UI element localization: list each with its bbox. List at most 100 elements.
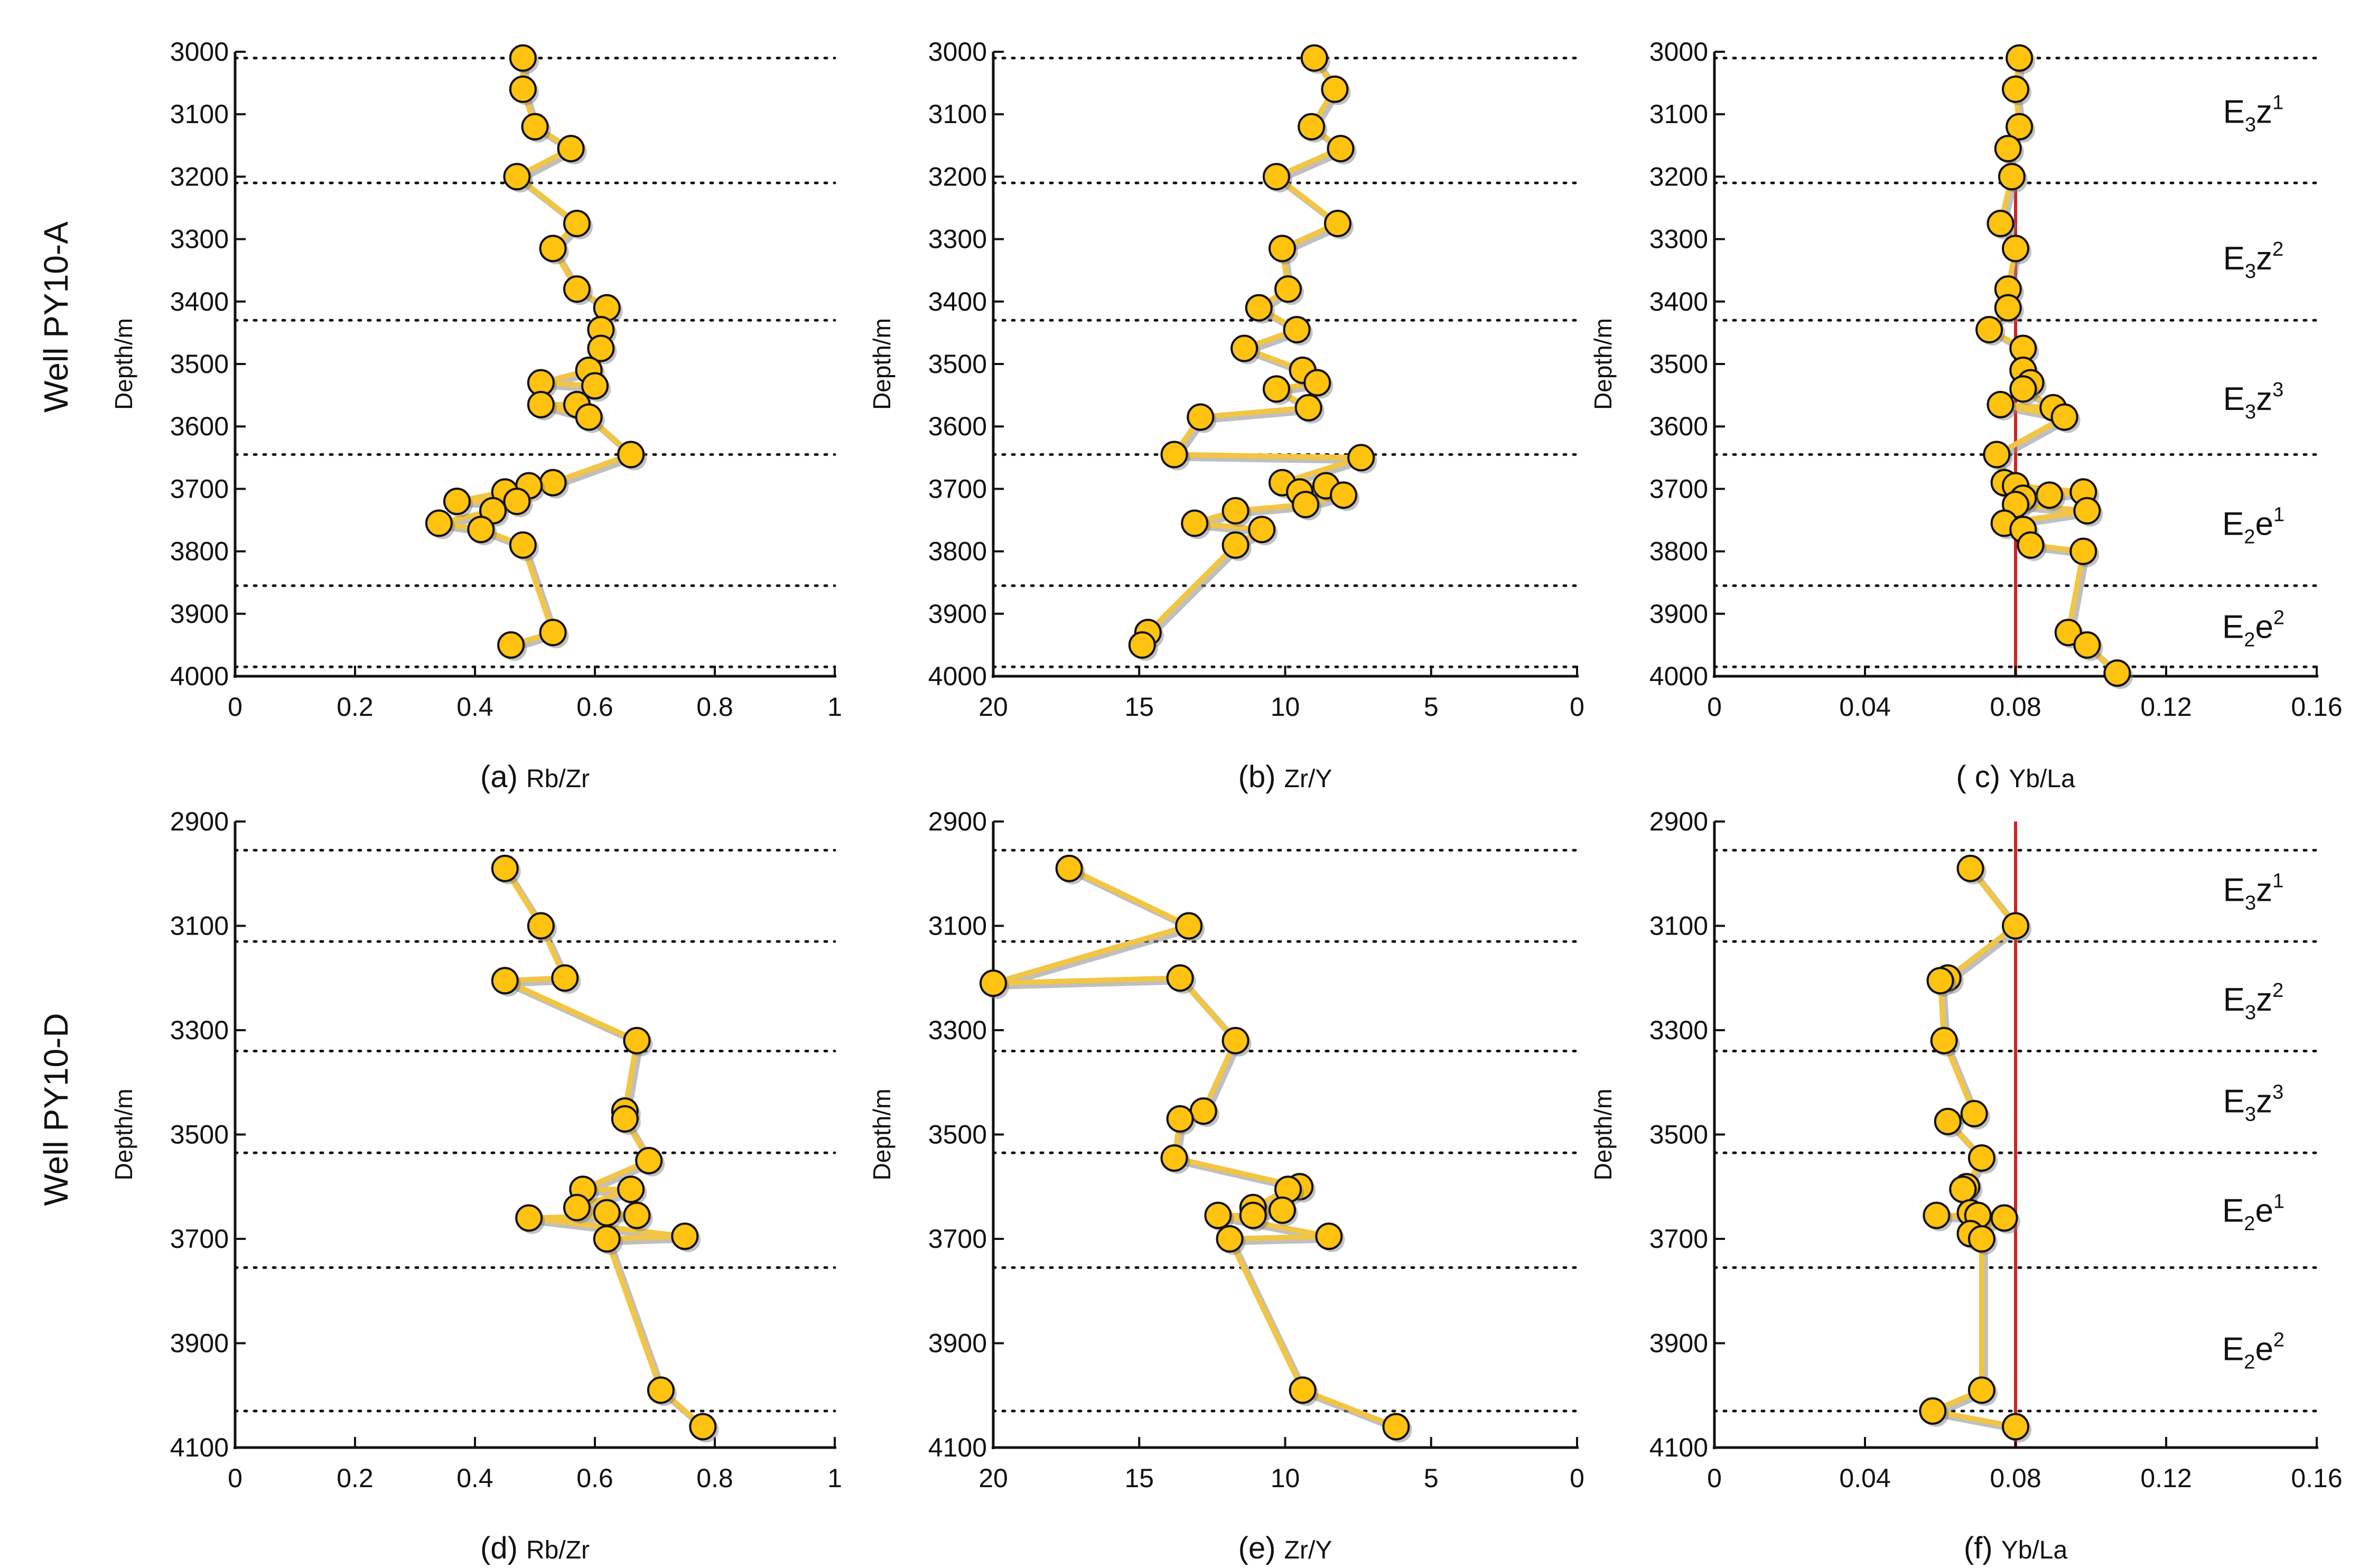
- y-tick-label-f-4100: 4100: [1649, 1433, 1708, 1462]
- y-tick-label-c-4000: 4000: [1649, 661, 1708, 691]
- y-tick-label-b-3400: 3400: [928, 287, 987, 316]
- zone-label-f-E3z3: E3z3: [2223, 1081, 2284, 1125]
- point-d-12: [623, 1201, 651, 1229]
- x-tick-label-b-3: 5: [1424, 692, 1439, 722]
- point-c-6: [2002, 235, 2029, 263]
- point-c-3: [1994, 135, 2022, 163]
- caption-letter-e: (e): [1238, 1531, 1284, 1565]
- zone-label-part-c-E3z3-3: 3: [2272, 379, 2283, 401]
- x-tick-label-e-1: 15: [1124, 1463, 1154, 1493]
- y-tick-label-a-3000: 3000: [170, 37, 229, 67]
- point-f-1: [2002, 912, 2029, 940]
- zone-label-part-c-E3z3-2: z: [2256, 381, 2272, 417]
- y-tick-label-a-3100: 3100: [170, 99, 229, 129]
- point-c-27: [2017, 531, 2045, 559]
- point-a-5: [563, 210, 591, 238]
- zone-label-c-E3z1: E3z1: [2223, 91, 2284, 136]
- point-c-21: [2036, 481, 2064, 509]
- point-b-25: [1248, 516, 1276, 544]
- point-c-28: [2069, 537, 2097, 565]
- point-c-15: [1987, 390, 2015, 418]
- x-tick-label-d-1: 0.2: [337, 1463, 374, 1493]
- x-tick-label-d-0: 0: [228, 1463, 243, 1493]
- zone-label-part-f-E3z3-0: E: [2223, 1083, 2245, 1119]
- zone-label-f-E2e1: E2e1: [2222, 1191, 2284, 1235]
- y-tick-label-d-3300: 3300: [170, 1015, 229, 1045]
- x-tick-label-f-1: 0.04: [1839, 1463, 1890, 1493]
- caption-letter-c: ( c): [1956, 760, 2009, 794]
- x-tick-label-c-1: 0.04: [1839, 692, 1890, 722]
- point-a-28: [497, 631, 525, 659]
- y-tick-label-a-3300: 3300: [170, 225, 229, 254]
- x-tick-label-f-0: 0: [1707, 1463, 1722, 1493]
- caption-d: (d) Rb/Zr: [480, 1531, 590, 1565]
- point-b-21: [1330, 481, 1357, 509]
- zone-label-f-E3z1: E3z1: [2223, 870, 2284, 914]
- zone-label-part-f-E3z1-2: z: [2256, 872, 2272, 908]
- y-tick-label-e-3700: 3700: [928, 1224, 987, 1254]
- zone-label-part-f-E3z2-2: z: [2256, 982, 2272, 1018]
- y-tick-label-a-3500: 3500: [170, 349, 229, 379]
- zone-label-part-f-E3z3-2: z: [2256, 1083, 2272, 1119]
- caption-f: (f) Yb/La: [1964, 1531, 2068, 1565]
- point-a-27: [539, 619, 567, 647]
- point-a-24: [425, 509, 453, 537]
- y-tick-label-a-3600: 3600: [170, 412, 229, 441]
- point-b-16: [1160, 441, 1188, 469]
- point-c-2: [2006, 113, 2034, 141]
- point-a-1: [509, 75, 537, 103]
- point-c-16: [2050, 403, 2078, 431]
- caption-ratio-c: Yb/La: [2009, 765, 2075, 793]
- zone-label-c-E3z3: E3z3: [2223, 379, 2284, 423]
- point-b-22: [1292, 490, 1320, 518]
- well-label-row-1: Well PY10-A: [37, 221, 75, 413]
- point-a-21: [443, 488, 471, 516]
- zone-label-f-E3z2: E3z2: [2223, 979, 2284, 1024]
- caption-letter-b: (b): [1238, 760, 1284, 794]
- point-c-13: [2009, 375, 2037, 403]
- point-a-17: [617, 441, 645, 469]
- point-b-7: [1274, 275, 1302, 303]
- point-a-22: [503, 488, 531, 516]
- zone-label-part-c-E3z1-2: z: [2256, 94, 2272, 130]
- point-b-0: [1300, 44, 1328, 72]
- y-tick-label-f-3500: 3500: [1649, 1120, 1708, 1150]
- y-tick-label-b-3700: 3700: [928, 474, 987, 503]
- y-tick-label-c-3400: 3400: [1649, 287, 1708, 316]
- zone-label-part-c-E2e2-2: e: [2255, 609, 2273, 645]
- point-f-6: [1934, 1107, 1962, 1135]
- point-d-2: [551, 964, 579, 992]
- x-tick-label-e-3: 5: [1424, 1463, 1439, 1493]
- x-tick-label-c-4: 0.16: [2291, 692, 2342, 722]
- point-c-8: [1994, 294, 2022, 322]
- point-d-7: [635, 1146, 663, 1174]
- y-tick-label-b-3200: 3200: [928, 162, 987, 191]
- point-d-4: [623, 1026, 651, 1054]
- zone-label-part-f-E2e2-3: 2: [2273, 1329, 2284, 1351]
- y-axis-label-c: Depth/m: [1589, 318, 1617, 410]
- x-tick-label-e-4: 0: [1570, 1463, 1584, 1493]
- zone-label-part-c-E3z2-1: 3: [2245, 260, 2256, 283]
- point-e-16: [1289, 1376, 1317, 1404]
- zone-label-part-f-E2e2-2: e: [2255, 1331, 2273, 1367]
- x-tick-label-c-3: 0.12: [2140, 692, 2192, 722]
- zone-label-part-f-E2e1-3: 1: [2273, 1191, 2284, 1213]
- point-e-4: [1221, 1026, 1249, 1054]
- y-tick-label-d-3500: 3500: [170, 1120, 229, 1150]
- y-tick-label-f-3700: 3700: [1649, 1224, 1708, 1254]
- point-c-17: [1983, 441, 2011, 469]
- y-tick-label-b-3800: 3800: [928, 537, 987, 566]
- point-a-10: [587, 334, 615, 362]
- zone-label-part-c-E3z3-1: 3: [2245, 401, 2256, 423]
- point-b-1: [1321, 75, 1349, 103]
- point-a-7: [563, 275, 591, 303]
- point-d-1: [527, 912, 555, 940]
- zone-label-part-c-E3z3-0: E: [2223, 381, 2245, 417]
- zone-label-part-f-E2e1-0: E: [2222, 1193, 2244, 1229]
- y-tick-label-f-3300: 3300: [1649, 1015, 1708, 1045]
- x-tick-label-c-0: 0: [1707, 692, 1722, 722]
- y-axis-label-a: Depth/m: [110, 318, 137, 410]
- zone-label-part-f-E3z1-3: 1: [2272, 870, 2283, 892]
